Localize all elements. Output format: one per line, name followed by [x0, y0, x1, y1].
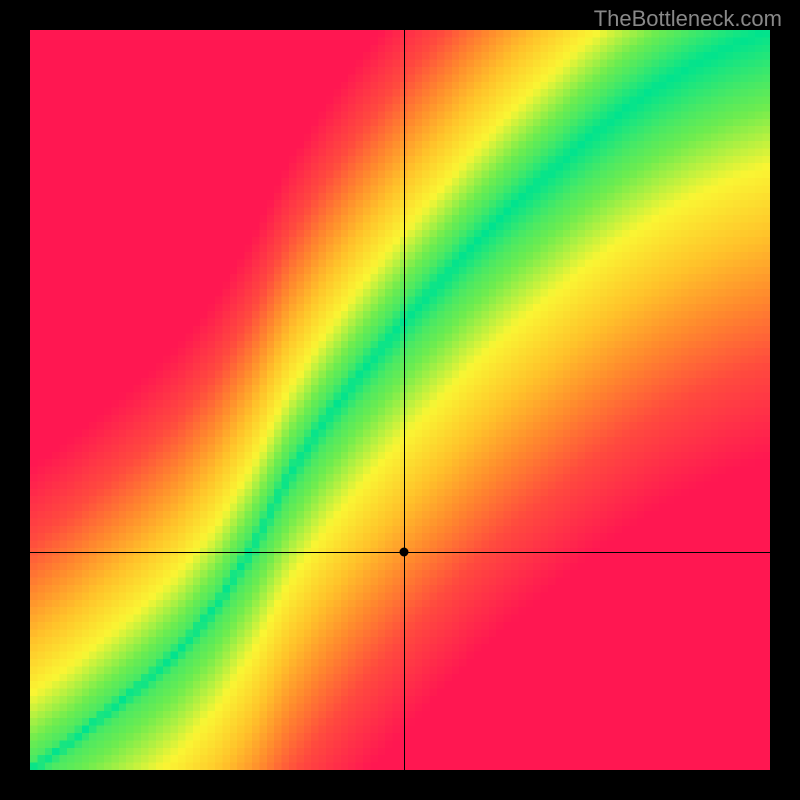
crosshair-marker [399, 547, 408, 556]
heatmap-plot [30, 30, 770, 770]
watermark-text: TheBottleneck.com [594, 6, 782, 32]
crosshair-vertical-line [404, 30, 405, 770]
heatmap-canvas [30, 30, 770, 770]
